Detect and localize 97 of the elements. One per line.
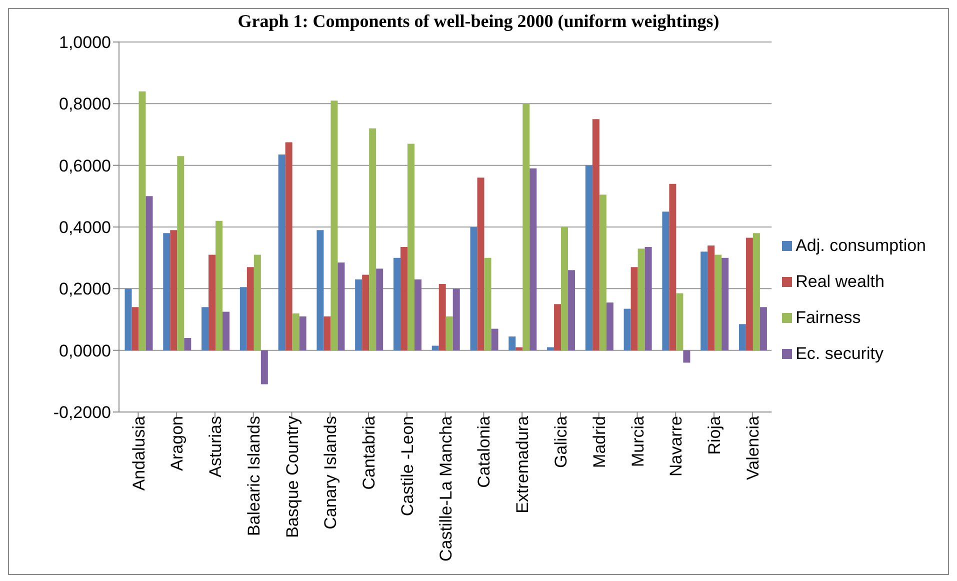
bar: [393, 258, 400, 350]
bar: [184, 338, 192, 350]
bar: [369, 128, 376, 350]
bar: [630, 267, 638, 350]
legend-label: Real wealth: [796, 272, 884, 290]
bar: [202, 307, 209, 350]
x-tick-label: Extremadura: [513, 415, 532, 514]
bar: [163, 233, 170, 350]
bar: [432, 346, 439, 350]
bar: [292, 313, 300, 350]
bar: [554, 304, 562, 350]
bar: [138, 91, 146, 350]
bar: [452, 288, 460, 350]
bar: [516, 347, 523, 350]
bar: [708, 246, 715, 350]
x-tick-label: Rioja: [705, 415, 724, 455]
x-tick-label: Basque Country: [282, 416, 302, 538]
x-tick-label: Galicia: [552, 415, 571, 468]
bar: [700, 252, 708, 350]
bar: [644, 247, 652, 350]
bar: [669, 184, 676, 350]
bar: [752, 233, 760, 350]
bar: [760, 307, 767, 350]
x-tick-label: Asturias: [206, 416, 226, 478]
bar: [606, 302, 614, 350]
bar: [299, 316, 306, 350]
bar: [285, 142, 292, 350]
bar: [330, 100, 338, 350]
bar: [355, 279, 362, 350]
bar: [222, 312, 230, 350]
bar: [146, 196, 153, 350]
bar: [676, 293, 684, 350]
x-tick-label: Murcia: [628, 415, 648, 468]
legend-label: Fairness: [796, 308, 861, 326]
x-tick-label: Navarre: [666, 416, 686, 476]
bar: [362, 274, 370, 350]
bar: [714, 254, 722, 350]
bar: [254, 254, 261, 350]
bar: [547, 347, 554, 350]
x-tick-label: Madrid: [590, 416, 609, 468]
bar: [638, 248, 645, 350]
x-tick-label: Castille-La Mancha: [436, 415, 456, 562]
legend-label: Ec. security: [796, 344, 884, 362]
bar: [568, 270, 576, 350]
y-tick-label: 0,2000: [59, 280, 111, 299]
y-tick-label: 0,6000: [59, 156, 111, 176]
x-tick-label: Andalusia: [129, 415, 148, 491]
x-tick-label: Cantabria: [360, 415, 379, 490]
bar: [407, 144, 414, 350]
bar: [592, 119, 600, 350]
bar: [477, 178, 484, 350]
bar: [177, 156, 184, 350]
bar: [722, 258, 729, 350]
bar: [446, 316, 453, 350]
x-tick-label: Balearic Islands: [244, 416, 264, 536]
bar: [316, 230, 324, 350]
bar: [491, 328, 498, 350]
bar: [561, 227, 568, 350]
bar: [624, 308, 631, 350]
bar: [508, 336, 516, 350]
y-tick-label: -0,2000: [53, 403, 111, 422]
bar: [484, 258, 492, 350]
bar: [585, 165, 592, 350]
bar: [376, 268, 384, 350]
x-tick-label: Castile -Leon: [398, 416, 417, 516]
bar: [338, 262, 345, 350]
bar: [246, 267, 254, 350]
bar: [746, 238, 753, 350]
x-tick-label: Aragon: [168, 416, 187, 471]
bar: [132, 307, 139, 350]
bar: [414, 279, 422, 350]
bar: [324, 316, 331, 350]
bar: [170, 230, 178, 350]
y-tick-label: 0,8000: [59, 94, 111, 114]
x-tick-label: Catalonia: [474, 415, 494, 488]
bar: [208, 254, 216, 350]
bar: [662, 212, 670, 350]
bar: [124, 288, 132, 350]
bar: [599, 194, 606, 350]
bar: [240, 287, 247, 350]
x-tick-label: Canary Islands: [321, 416, 340, 530]
bar: [216, 220, 223, 350]
bar: [738, 324, 746, 350]
x-tick-label: Valencia: [743, 415, 762, 480]
bar: [530, 168, 537, 350]
legend-label: Adj. consumption: [796, 236, 926, 254]
bar: [522, 104, 530, 350]
y-tick-label: 0,4000: [59, 218, 111, 238]
bar: [438, 284, 446, 350]
bar: [260, 350, 268, 384]
bar: [470, 227, 478, 350]
chart-title: Graph 1: Components of well-being 2000 (uniform weightings): [236, 11, 720, 32]
bar: [683, 350, 690, 363]
y-tick-label: 1,0000: [59, 33, 111, 52]
bar: [278, 154, 286, 350]
bar: [400, 247, 408, 350]
y-tick-label: 0,0000: [59, 341, 111, 360]
